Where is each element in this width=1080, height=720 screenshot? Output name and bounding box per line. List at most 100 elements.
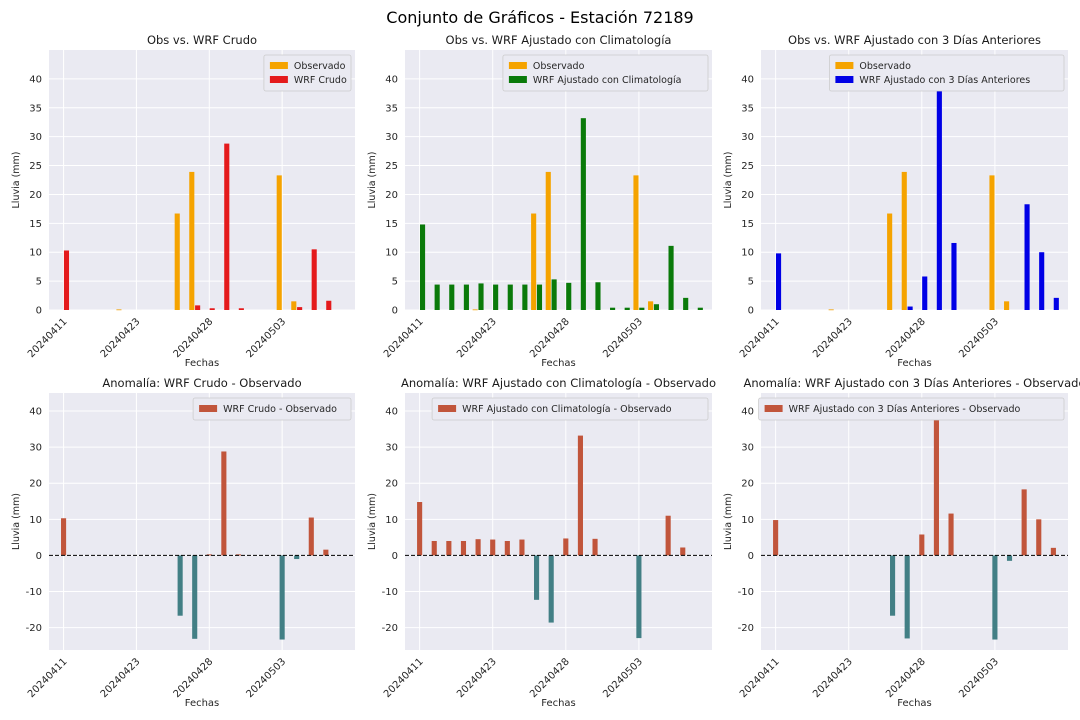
bar-2 bbox=[566, 282, 572, 310]
y-tick-label: 30 bbox=[29, 443, 42, 454]
y-tick-label: 35 bbox=[385, 103, 398, 114]
bar-1 bbox=[633, 175, 639, 310]
figure-title: Conjunto de Gráficos - Estación 72189 bbox=[386, 8, 694, 27]
y-tick-label: 30 bbox=[741, 132, 754, 143]
bar-1 bbox=[417, 502, 423, 556]
legend-label: WRF Crudo bbox=[294, 75, 347, 86]
bar-2 bbox=[195, 305, 201, 310]
x-tick-label: 20240423 bbox=[455, 316, 499, 360]
legend-swatch bbox=[508, 62, 527, 69]
bar-1 bbox=[887, 213, 893, 310]
legend-label: WRF Ajustado con Climatología - Observad… bbox=[462, 404, 672, 415]
legend-label: Observado bbox=[533, 61, 585, 72]
bar-1 bbox=[490, 539, 496, 556]
bar-2 bbox=[951, 242, 957, 310]
x-tick-label: 20240411 bbox=[738, 656, 782, 700]
x-tick-label: 20240428 bbox=[528, 656, 572, 700]
legend-box bbox=[192, 397, 352, 421]
chart-panel-5: -20 -10 0 10 20 30 40 20240411 20240423 20240428 2… bbox=[367, 376, 716, 709]
x-tick-label: 20240503 bbox=[601, 656, 645, 700]
legend-swatch bbox=[438, 405, 457, 412]
y-tick-label: 10 bbox=[741, 515, 754, 526]
x-tick-label: 20240428 bbox=[884, 316, 928, 360]
legend-swatch bbox=[269, 76, 288, 83]
bar-2 bbox=[478, 283, 484, 310]
y-tick-label: 30 bbox=[385, 443, 398, 454]
y-tick-label: 20 bbox=[29, 190, 42, 201]
bar-1 bbox=[116, 309, 122, 311]
bar-1 bbox=[534, 555, 540, 600]
bar-2 bbox=[610, 307, 616, 310]
y-tick-label: 10 bbox=[29, 248, 42, 259]
bar-2 bbox=[624, 307, 630, 310]
legend-label: Observado bbox=[859, 61, 911, 72]
y-tick-label: 20 bbox=[741, 479, 754, 490]
legend-label: WRF Ajustado con 3 Días Anteriores bbox=[859, 75, 1030, 86]
bar-2 bbox=[907, 306, 913, 310]
x-tick-label: 20240428 bbox=[884, 656, 928, 700]
bar-1 bbox=[323, 549, 329, 556]
y-axis-label: Lluvia (mm) bbox=[11, 493, 22, 550]
bar-1 bbox=[648, 301, 654, 310]
bar-2 bbox=[595, 282, 601, 310]
chart-title: Obs vs. WRF Ajustado con Climatología bbox=[446, 33, 672, 47]
legend: WRF Ajustado con Climatología - Observad… bbox=[431, 397, 709, 421]
y-axis-label: Lluvia (mm) bbox=[723, 152, 734, 209]
plot-area bbox=[49, 393, 355, 650]
bar-2 bbox=[449, 284, 455, 310]
y-tick-label: 40 bbox=[741, 74, 754, 85]
x-tick-label: 20240411 bbox=[26, 316, 70, 360]
bar-2 bbox=[536, 284, 543, 310]
bar-2 bbox=[1053, 297, 1059, 310]
y-tick-label: 25 bbox=[385, 161, 398, 172]
legend-swatch bbox=[835, 76, 854, 83]
y-tick-label: -20 bbox=[382, 623, 398, 634]
bar-1 bbox=[460, 540, 467, 556]
x-tick-label: 20240503 bbox=[957, 316, 1001, 360]
x-axis-label: Fechas bbox=[541, 358, 576, 369]
bar-2 bbox=[683, 297, 689, 310]
bar-2 bbox=[653, 304, 660, 310]
y-tick-label: 20 bbox=[385, 190, 398, 201]
legend-label: WRF Ajustado con 3 Días Anteriores - Obs… bbox=[789, 404, 1021, 415]
bar-2 bbox=[463, 284, 469, 310]
y-tick-label: 35 bbox=[741, 103, 754, 114]
bar-2 bbox=[922, 276, 928, 310]
bar-2 bbox=[507, 284, 513, 310]
bar-1 bbox=[431, 540, 437, 556]
bar-2 bbox=[326, 300, 332, 310]
legend-swatch bbox=[835, 62, 854, 69]
bar-2 bbox=[493, 284, 499, 310]
y-tick-label: 15 bbox=[385, 219, 398, 230]
bar-1 bbox=[472, 309, 478, 311]
y-tick-label: 5 bbox=[36, 277, 42, 288]
y-tick-label: 20 bbox=[29, 479, 42, 490]
bar-1 bbox=[221, 451, 227, 556]
plot-area bbox=[761, 50, 1068, 310]
y-tick-label: 0 bbox=[36, 306, 42, 317]
x-tick-label: 20240411 bbox=[382, 316, 426, 360]
y-tick-label: 25 bbox=[29, 161, 42, 172]
chart-title: Anomalía: WRF Ajustado con Climatología … bbox=[401, 376, 716, 390]
bar-2 bbox=[297, 307, 303, 310]
legend-swatch bbox=[764, 405, 783, 412]
legend: WRF Ajustado con 3 Días Anteriores - Obs… bbox=[758, 397, 1065, 421]
bar-1 bbox=[548, 555, 554, 623]
x-axis-label: Fechas bbox=[185, 358, 220, 369]
x-tick-label: 20240423 bbox=[455, 656, 499, 700]
legend: Observado WRF Ajustado con Climatología bbox=[502, 54, 709, 92]
y-tick-label: 0 bbox=[392, 551, 398, 562]
bar-1 bbox=[475, 539, 481, 556]
legend: Observado WRF Ajustado con 3 Días Anterio… bbox=[829, 54, 1065, 92]
bar-1 bbox=[235, 554, 241, 556]
y-tick-label: 10 bbox=[385, 515, 398, 526]
bar-2 bbox=[311, 249, 317, 310]
x-axis-label: Fechas bbox=[897, 698, 932, 709]
y-tick-label: 5 bbox=[392, 277, 398, 288]
bar-1 bbox=[504, 540, 510, 556]
bar-1 bbox=[680, 547, 686, 556]
chart-panel-2: 0 5 10 15 20 25 30 35 40 20240411 20240423 20240428… bbox=[367, 33, 712, 369]
x-tick-label: 20240428 bbox=[172, 316, 216, 360]
x-axis-label: Fechas bbox=[541, 698, 576, 709]
